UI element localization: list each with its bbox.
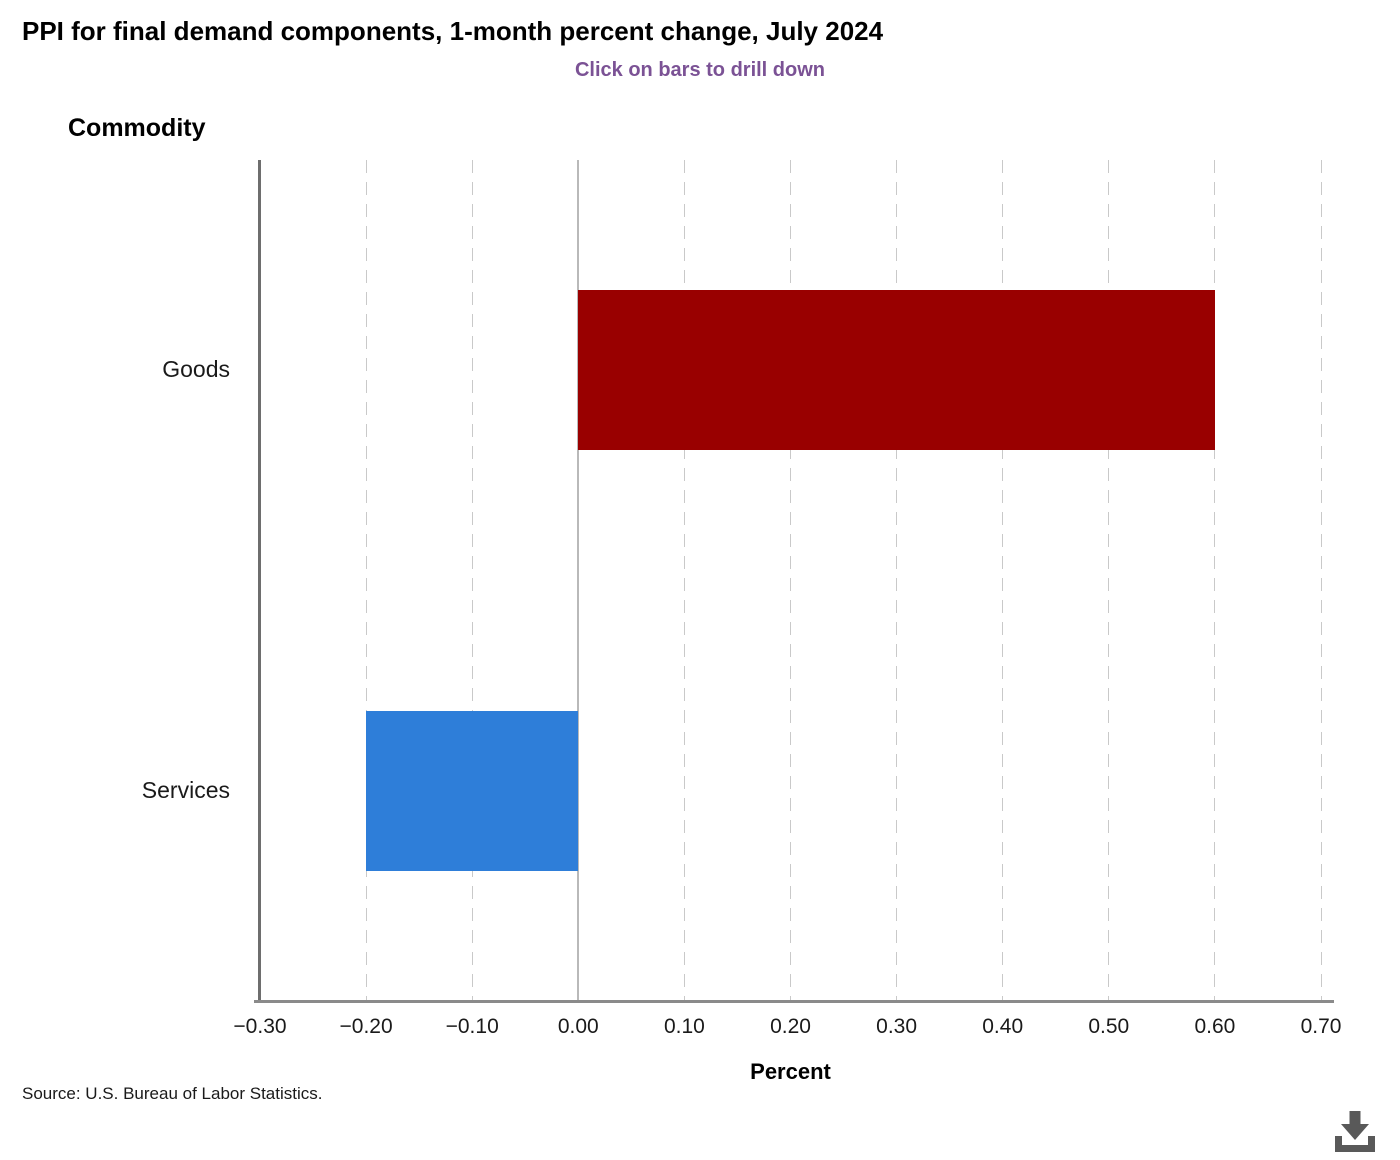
x-tick-label: −0.30	[233, 1015, 287, 1038]
x-tick-label: 0.40	[982, 1015, 1024, 1038]
gridline	[1320, 160, 1322, 1001]
x-tick-label: 0.00	[557, 1015, 599, 1038]
gridline	[365, 160, 367, 1001]
plot-area	[258, 160, 1322, 1001]
gridline	[1214, 160, 1216, 1001]
gridline	[1108, 160, 1110, 1001]
download-icon	[1335, 1111, 1375, 1152]
gridline	[896, 160, 898, 1001]
download-button[interactable]	[1332, 1109, 1378, 1153]
x-tick-label: 0.10	[663, 1015, 705, 1038]
chart-title: PPI for final demand components, 1-month…	[22, 16, 884, 46]
gridline	[1002, 160, 1004, 1001]
x-tick-label: −0.20	[339, 1015, 393, 1038]
x-tick-label: 0.70	[1300, 1015, 1342, 1038]
zero-gridline	[577, 160, 580, 1001]
x-tick-label: 0.30	[876, 1015, 918, 1038]
category-label-services: Services	[141, 776, 230, 803]
gridline	[683, 160, 685, 1001]
source-note: Source: U.S. Bureau of Labor Statistics.	[22, 1084, 323, 1103]
y-axis-line	[258, 160, 261, 1001]
category-axis-title: Commodity	[68, 114, 206, 142]
gridline	[790, 160, 791, 1001]
bar-services[interactable]	[366, 710, 579, 871]
x-tick-label: 0.60	[1194, 1015, 1236, 1038]
x-axis-line	[254, 1000, 1334, 1003]
bar-goods[interactable]	[578, 290, 1215, 451]
gridline	[471, 160, 473, 1001]
x-tick-label: 0.50	[1088, 1015, 1130, 1038]
x-axis-label: Percent	[750, 1059, 831, 1084]
x-tick-label: 0.20	[770, 1015, 811, 1038]
category-label-goods: Goods	[162, 356, 230, 383]
chart-subtitle: Click on bars to drill down	[574, 59, 826, 81]
x-tick-label: −0.10	[445, 1015, 499, 1038]
